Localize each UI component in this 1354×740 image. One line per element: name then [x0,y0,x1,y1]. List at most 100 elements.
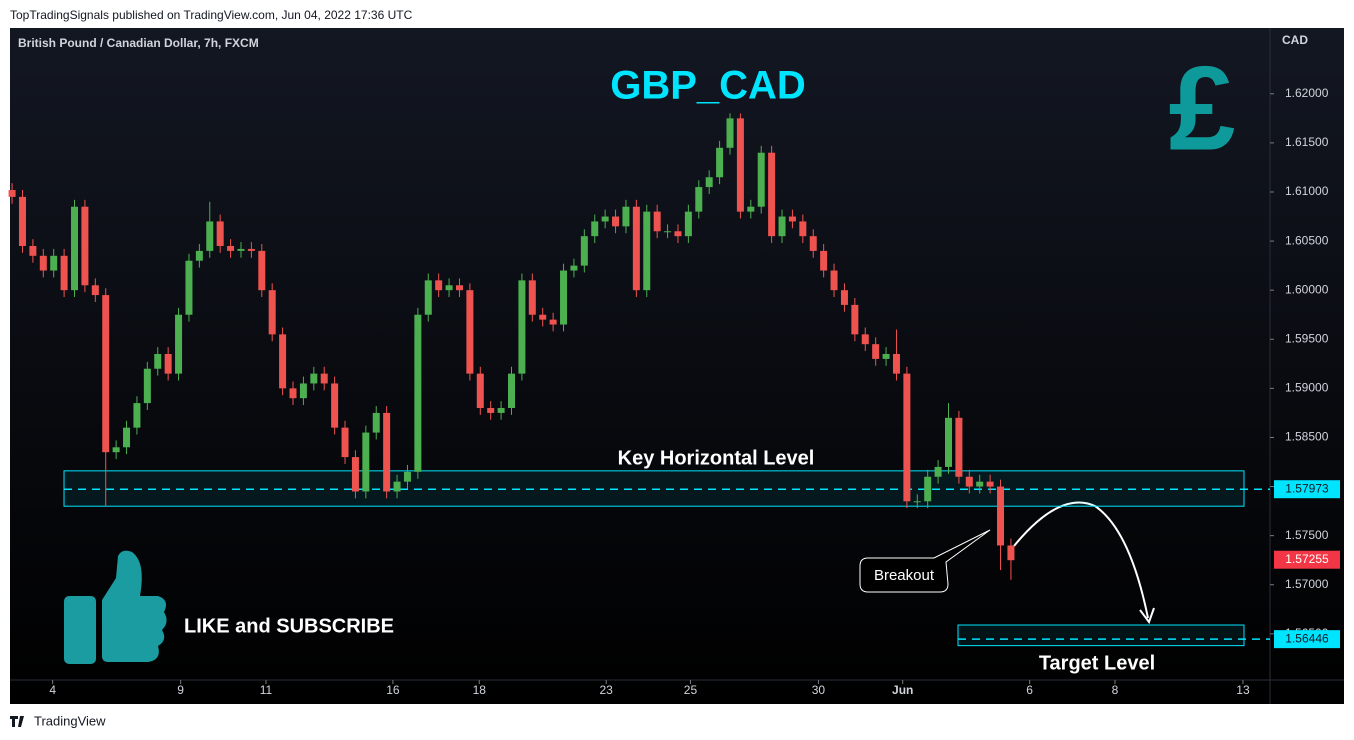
candle-body [997,486,1005,546]
candle-body [414,314,422,472]
candle-body [91,285,99,296]
candle-body [60,255,68,291]
y-tick-label: 1.57500 [1285,528,1329,542]
candle-body [8,190,16,197]
candle-body [716,147,724,178]
candle-body [476,373,484,409]
candle-body [133,403,141,428]
candle-body [872,344,880,359]
candle-body [580,236,588,266]
x-tick-label: 16 [386,683,400,697]
candle-body [268,290,276,335]
target-level-zone [957,624,1245,647]
candle-body [424,280,432,315]
candle-body [924,476,932,502]
candle-body [851,304,859,335]
candle-body [18,196,26,246]
breakout-label: Breakout [874,567,935,584]
candle-body [320,373,328,384]
x-tick-label: 8 [1112,683,1119,697]
candle-body [466,290,474,374]
currency-icon: £ [1169,42,1236,176]
candle-body [549,319,557,325]
chart-title: British Pound / Canadian Dollar, 7h, FXC… [18,36,259,50]
candle-body [788,216,796,222]
candle-body [986,481,994,487]
candle-body [331,383,339,428]
candle-body [601,216,609,222]
candle-body [653,211,661,232]
candle-body [913,501,921,503]
candle-body [736,118,744,212]
y-tick-label: 1.61500 [1285,135,1329,149]
y-tick-label: 1.57000 [1285,577,1329,591]
x-tick-label: 18 [473,683,487,697]
publish-info: TopTradingSignals published on TradingVi… [10,8,413,22]
footer-brand: TradingView [34,713,106,728]
candle-body [497,408,505,413]
chart-background [10,28,1344,704]
candle-body [976,481,984,487]
x-tick-label: 11 [260,683,273,697]
candle-body [695,187,703,212]
candle-body [955,417,963,477]
y-tick-label: 1.58500 [1285,430,1329,444]
symbol-title: GBP_CAD [610,64,806,108]
candle-body [29,245,37,256]
candle-body [362,432,370,492]
x-tick-label: 6 [1026,683,1033,697]
candle-body [227,245,235,251]
candle-body [383,412,391,492]
thumbs-up-icon [64,550,167,664]
candle-body [445,285,453,291]
candle-body [1007,545,1015,561]
breakout-callout: Breakout [859,529,991,593]
x-tick-label: 4 [49,683,56,697]
arrow-head [1139,607,1155,625]
candle-body [185,260,193,315]
candle-body [726,118,734,148]
candle-body [289,388,297,399]
candle-body [861,334,869,345]
candle-body [632,206,640,291]
x-tick-label: Jun [892,683,913,697]
candle-body [487,408,495,413]
candle-body [279,334,287,389]
x-tick-label: 30 [812,683,826,697]
candle-body [508,373,516,409]
candle-body [892,354,900,374]
candle-body [840,290,848,305]
candle-body [372,412,380,433]
candle-body [757,152,765,207]
candle-body [944,417,952,467]
candle-body [71,206,79,291]
candle-body [175,314,183,374]
y-tick-label: 1.60500 [1285,233,1329,247]
candle-body [341,427,349,458]
candle-body [747,206,755,212]
current-price-label: 1.57255 [1285,552,1329,566]
candle-body [965,476,973,487]
candle-body [206,221,214,251]
candle-body [809,236,817,251]
candle-body [39,255,47,271]
candle-body [643,211,651,291]
y-tick-label: 1.59500 [1285,331,1329,345]
candle-body [123,427,131,448]
candle-body [622,206,630,227]
cta-text: LIKE and SUBSCRIBE [184,615,394,637]
candle-body [560,270,568,325]
candle-body [820,250,828,271]
candle-body [299,383,307,399]
key-level-label: Key Horizontal Level [618,447,815,469]
candle-body [591,221,599,237]
candle-body [570,265,578,271]
y-axis-label: CAD [1282,33,1308,47]
candle-body [102,295,110,453]
candle-body [216,221,224,246]
candle-body [830,270,838,291]
candle-body [112,447,120,453]
footer: TradingView [10,713,106,728]
candle-body [934,466,942,477]
